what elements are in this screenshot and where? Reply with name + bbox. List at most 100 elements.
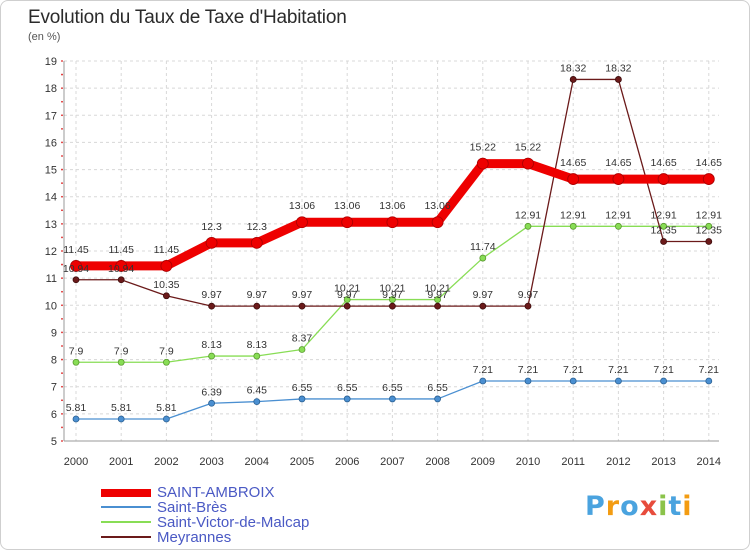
y-axis-minor-tick — [61, 372, 63, 375]
x-tick-label: 2009 — [471, 456, 495, 468]
data-label: 12.91 — [605, 209, 631, 221]
y-axis-minor-tick — [61, 250, 63, 252]
data-label: 13.06 — [379, 200, 405, 212]
data-label: 5.81 — [111, 402, 132, 414]
y-tick-label: 9 — [51, 327, 57, 339]
data-label: 9.97 — [292, 289, 313, 301]
series-point-2 — [479, 254, 487, 262]
x-tick-label: 2005 — [290, 456, 314, 468]
series-point-1 — [117, 415, 125, 423]
data-label: 6.55 — [382, 382, 403, 394]
series-point-2 — [117, 358, 125, 366]
data-label: 13.06 — [424, 200, 450, 212]
series-point-0 — [160, 260, 173, 272]
series-point-2 — [524, 222, 532, 230]
data-label: 7.21 — [653, 364, 674, 376]
legend-label: Saint-Victor-de-Malcap — [157, 514, 310, 531]
logo-letter: i — [682, 491, 693, 522]
data-label: 10.94 — [63, 263, 89, 275]
series-point-1 — [660, 377, 667, 385]
y-axis-minor-tick — [61, 399, 63, 402]
x-tick-label: 2007 — [380, 456, 404, 468]
series-point-1 — [479, 377, 487, 385]
series-point-2 — [569, 222, 577, 230]
series-point-1 — [388, 395, 396, 403]
data-label: 7.21 — [699, 364, 720, 376]
y-axis-minor-tick — [61, 73, 63, 76]
data-label: 7.9 — [114, 345, 129, 357]
x-tick-label: 2010 — [516, 456, 540, 468]
data-label: 10.94 — [108, 263, 134, 275]
data-label: 18.32 — [605, 62, 631, 74]
series-point-1 — [298, 395, 306, 403]
y-axis-minor-tick — [61, 127, 63, 130]
series-point-0 — [115, 260, 128, 272]
data-label: 12.91 — [650, 209, 676, 221]
series-point-0 — [296, 216, 308, 229]
y-axis-minor-tick — [61, 236, 63, 239]
data-label: 12.35 — [650, 225, 676, 237]
series-point-2 — [388, 296, 396, 303]
series-point-2 — [72, 358, 80, 366]
data-label: 12.3 — [247, 221, 268, 233]
logo-letter: x — [639, 491, 659, 522]
chart-title: Evolution du Taux de Taxe d'Habitation — [28, 7, 347, 28]
series-point-2 — [343, 296, 351, 303]
data-label: 15.22 — [515, 142, 541, 154]
series-point-3 — [434, 302, 442, 310]
y-tick-label: 11 — [46, 273, 57, 285]
data-label: 11.45 — [63, 244, 89, 256]
y-axis-minor-tick — [61, 155, 63, 157]
series-point-2 — [208, 352, 216, 360]
data-label: 12.91 — [560, 209, 586, 221]
series-point-1 — [208, 399, 216, 407]
x-tick-label: 2000 — [64, 456, 88, 468]
series-point-2 — [705, 222, 713, 230]
data-label: 8.13 — [201, 339, 222, 351]
data-label: 9.97 — [518, 289, 539, 301]
data-label: 15.22 — [470, 142, 496, 154]
legend-swatch — [101, 489, 151, 497]
y-axis-minor-tick — [61, 209, 63, 212]
data-label: 7.21 — [608, 364, 629, 376]
data-label: 12.3 — [201, 221, 222, 233]
series-point-0 — [386, 216, 399, 229]
y-tick-label: 19 — [45, 56, 57, 68]
y-tick-label: 5 — [51, 436, 57, 448]
y-tick-label: 8 — [51, 355, 57, 367]
legend-label: SAINT-AMBROIX — [157, 484, 275, 501]
series-point-0 — [250, 236, 263, 249]
series-point-0 — [70, 260, 82, 272]
y-tick-label: 10 — [45, 300, 57, 312]
data-label: 5.81 — [66, 402, 87, 414]
data-label: 12.35 — [696, 225, 722, 237]
y-axis-minor-tick — [61, 331, 63, 334]
data-label: 7.21 — [563, 364, 584, 376]
series-point-3 — [615, 76, 622, 83]
y-axis-minor-tick — [61, 222, 63, 225]
y-axis-minor-tick — [61, 440, 63, 442]
y-tick-label: 13 — [45, 219, 57, 231]
data-label: 11.45 — [108, 244, 134, 256]
series-point-2 — [660, 222, 667, 230]
y-tick-label: 14 — [45, 192, 57, 204]
series-point-1 — [253, 398, 261, 406]
series-point-3 — [705, 238, 713, 245]
data-label: 7.21 — [518, 364, 539, 376]
series-point-0 — [567, 173, 580, 185]
y-axis-minor-tick — [61, 195, 63, 198]
data-label: 10.35 — [153, 279, 179, 291]
y-axis-minor-tick — [61, 168, 63, 171]
series-point-0 — [612, 173, 625, 185]
legend-swatch — [101, 521, 151, 523]
series-point-1 — [569, 377, 577, 385]
logo-letter: t — [668, 491, 683, 522]
data-label: 10.21 — [424, 283, 450, 295]
y-tick-label: 6 — [51, 409, 57, 421]
y-axis-minor-tick — [61, 87, 63, 90]
legend-swatch — [101, 506, 151, 508]
y-axis-minor-tick — [61, 345, 63, 347]
series-point-3 — [117, 276, 125, 284]
